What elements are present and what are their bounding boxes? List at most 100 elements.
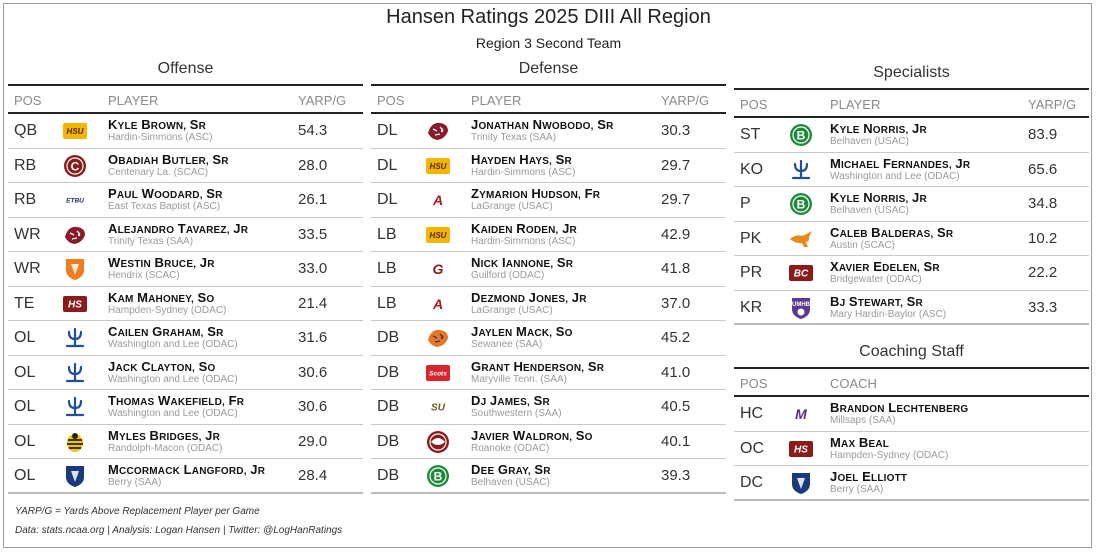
yarp-value: 33.0 [298,260,328,277]
position-label: LB [377,294,397,312]
position-label: DB [377,432,400,450]
school-name: Roanoke (ODAC) [471,442,550,454]
yarp-value: 30.6 [298,398,328,415]
player-name: HAYDEN HAYS, SR [471,151,572,167]
player-name: JAYLEN MACK, SO [471,324,573,339]
school-name: Washington and Lee (ODAC) [108,339,238,350]
yarp-value: 33.5 [298,225,328,243]
position-label: PR [740,264,763,281]
specialists-rows: ST B KYLE NORRIS, JR Belhaven (USAC) 83.9 KO M… [734,118,1089,325]
position-label: DL [377,122,398,139]
position-label: ST [740,126,761,143]
school-name: Washington and Lee (ODAC) [108,373,238,385]
hendrix-warrior-icon [62,257,88,281]
position-label: DB [377,363,400,381]
position-label: DB [377,398,400,415]
school-name: Belhaven (USAC) [830,205,909,216]
position-label: P [740,195,751,212]
yarp-value: 26.1 [298,191,328,208]
school-name: Hampden-Sydney (ODAC) [830,449,949,461]
school-name: LaGrange (USAC) [471,201,553,212]
school-name: Hendrix (SCAC) [108,270,180,281]
player-name: OBADIAH BUTLER, SR [108,151,229,167]
school-name: Randolph-Macon (ODAC) [108,442,223,454]
player-name: NICK IANNONE, SR [471,255,574,270]
roanoke-logo-icon [425,430,451,454]
player-name: THOMAS WAKEFIELD, FR [108,393,245,408]
svg-text:HS: HS [794,444,808,455]
svg-text:HSU: HSU [67,127,84,136]
svg-text:C: C [71,159,80,173]
belhaven-logo-icon: B [425,464,451,488]
pos-header: POS [14,93,42,108]
school-name: LaGrange (USAC) [471,304,553,316]
table-row: OC HS MAX BEAL Hampden-Sydney (ODAC) [734,432,1089,466]
table-row: PR BC XAVIER EDELEN, SR Bridgewater (ODAC) 2… [734,256,1089,291]
table-row: WR WESTIN BRUCE, JR Hendrix (SCAC) 33.0 [8,252,363,287]
table-row: DB B DEE GRAY, SR Belhaven (USAC) 39.3 [371,459,726,494]
millsaps-logo-icon: M [788,402,814,426]
yarp-value: 30.3 [661,122,691,139]
trinity-tiger-icon [62,223,88,247]
washington-lee-logo-icon [788,158,814,182]
table-row: KR UMHB BJ STEWART, SR Mary Hardin-Baylor (… [734,291,1089,325]
page-subtitle: Region 3 Second Team [475,35,622,51]
player-name: KYLE NORRIS, JR [830,190,927,205]
svg-text:BC: BC [794,269,809,280]
offense-title: Offense [157,60,214,77]
position-label: WR [14,260,41,277]
yarp-value: 21.4 [298,294,328,312]
belhaven-logo-icon: B [788,192,814,216]
metric-header: YARP/G [1028,97,1077,112]
table-row: DL JONATHAN NWOBODO, SR Trinity Texas (SAA… [371,114,726,149]
coaching-panel: Coaching Staff POS COACH HC M BRANDON LECH… [734,341,1089,501]
svg-text:G: G [433,261,444,277]
table-row: TE HS KAM MAHONEY, SO Hampden-Sydney (ODAC)… [8,287,363,321]
svg-text:Scots: Scots [429,370,447,377]
school-name: Mary Hardin-Baylor (ASC) [830,308,947,320]
yarp-value: 28.4 [298,467,328,484]
school-name: Centenary La. (SCAC) [108,166,209,178]
table-row: DB JAVIER WALDRON, SO Roanoke (ODAC) 40.1 [371,425,726,459]
yarp-value: 10.2 [1028,229,1058,247]
yarp-value: 29.0 [298,432,328,450]
guilford-logo-icon: G [425,257,451,281]
yarp-value: 65.6 [1028,160,1058,178]
specialists-title: Specialists [873,64,950,81]
player-name: MAX BEAL [830,434,890,450]
position-label: HC [740,405,764,422]
position-label: QB [14,122,38,139]
coaching-header: POS COACH [734,367,1089,397]
school-name: Hardin-Simmons (ASC) [108,132,213,143]
school-name: Millsaps (SAA) [830,415,896,426]
yarp-value: 42.9 [661,225,691,243]
table-row: QB HSU KYLE BROWN, SR Hardin-Simmons (ASC) 5… [8,114,363,149]
table-row: KO MICHAEL FERNANDES, JR Washington and Le… [734,153,1089,187]
page-title: Hansen Ratings 2025 DIII All Region [386,6,711,28]
yarp-value: 45.2 [661,329,691,346]
svg-text:ETBU: ETBU [66,197,84,204]
table-row: OL JACK CLAYTON, SO Washington and Lee (OD… [8,356,363,390]
offense-panel: Offense POS PLAYER YARP/G QB HSU KYLE BROW… [8,58,363,494]
chart-frame [3,3,1092,548]
svg-text:A: A [432,192,443,208]
player-name: MYLES BRIDGES, JR [108,427,221,443]
position-label: KR [740,298,763,316]
yarp-value: 40.5 [661,398,691,415]
player-name: XAVIER EDELEN, SR [830,259,940,274]
yarp-value: 83.9 [1028,126,1058,143]
school-name: Maryville Tenn. (SAA) [471,373,567,385]
position-label: LB [377,225,397,243]
yarp-value: 22.2 [1028,264,1058,281]
svg-text:B: B [434,470,443,484]
position-label: DL [377,156,398,174]
pos-header: POS [740,376,768,391]
school-name: Southwestern (SAA) [471,408,562,419]
defense-panel: Defense POS PLAYER YARP/G DL JONATHAN NWO… [371,58,726,494]
coach-header: COACH [830,376,877,391]
svg-text:B: B [797,129,806,143]
school-name: Hardin-Simmons (ASC) [471,166,576,178]
school-name: Washington and Lee (ODAC) [830,170,960,182]
yarp-value: 31.6 [298,329,328,346]
bridgewater-logo-icon: BC [788,261,814,285]
